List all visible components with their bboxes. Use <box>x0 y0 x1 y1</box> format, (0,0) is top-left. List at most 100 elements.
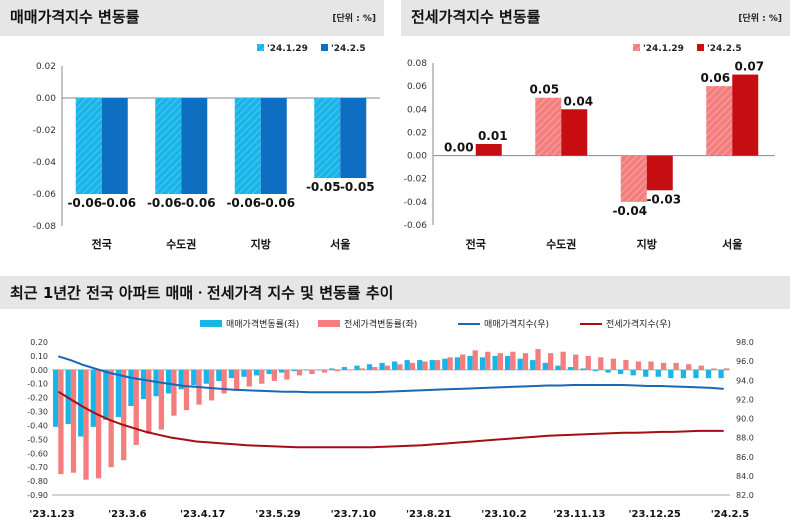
trend-jeonse-bar <box>259 369 265 384</box>
sale-legend-swatch <box>321 44 328 51</box>
trend-right-tick-label: 86.0 <box>736 453 754 462</box>
jeonse-y-tick-label: 0.04 <box>407 105 427 115</box>
trend-jeonse-bar <box>321 369 328 373</box>
trend-sale-bar <box>53 369 59 427</box>
trend-sale-bar <box>467 355 473 370</box>
trend-left-tick-label: -0.90 <box>27 491 48 500</box>
jeonse-y-tick-label: -0.02 <box>404 175 427 185</box>
trend-sale-bar <box>191 369 197 386</box>
trend-jeonse-bar <box>133 369 139 445</box>
sale-data-label: -0.06 <box>181 196 216 210</box>
jeonse-y-tick-label: -0.04 <box>404 198 428 208</box>
trend-jeonse-bar <box>648 361 654 370</box>
sale-data-label: -0.06 <box>260 196 295 210</box>
sale-y-tick-label: -0.08 <box>33 222 57 232</box>
trend-jeonse-bar <box>447 357 453 370</box>
trend-legend-label: 전세가격변동률(좌) <box>344 318 417 330</box>
trend-sale-bar <box>693 369 699 379</box>
trend-sale-bar <box>279 369 285 373</box>
trend-jeonse-bar <box>183 369 190 411</box>
jeonse-data-label: 0.06 <box>700 71 730 85</box>
trend-sale-bar <box>379 362 385 370</box>
trend-sale-bar <box>354 365 360 370</box>
trend-jeonse-bar <box>83 369 89 480</box>
jeonse-legend-swatch <box>697 44 704 51</box>
sale-y-tick-label: 0.02 <box>36 62 56 72</box>
trend-sale-bar <box>266 369 272 374</box>
trend-right-tick-label: 98.0 <box>736 338 754 347</box>
trend-jeonse-bar <box>723 368 729 370</box>
jeonse-legend-label: '24.1.29 <box>643 44 684 54</box>
trend-sale-bar <box>592 369 599 372</box>
sale-y-tick-label: -0.06 <box>33 190 57 200</box>
trend-sale-bar <box>605 369 611 373</box>
trend-jeonse-index-line <box>57 390 724 449</box>
trend-sale-bar <box>618 369 624 374</box>
jeonse-y-tick-label: -0.06 <box>404 221 428 231</box>
trend-left-tick-label: 0.20 <box>30 338 48 347</box>
trend-jeonse-bar <box>246 369 252 387</box>
trend-sale-bar <box>454 357 461 370</box>
sale-bar <box>101 98 128 194</box>
trend-jeonse-bar <box>610 358 616 370</box>
trend-jeonse-bar <box>58 369 64 475</box>
trend-sale-bar <box>140 369 147 400</box>
trend-jeonse-bar <box>70 369 77 473</box>
trend-sale-bar <box>505 355 511 370</box>
sale-category-label: 서울 <box>330 237 350 251</box>
trend-left-tick-label: 0.00 <box>30 366 48 375</box>
trend-sale-bar <box>166 369 172 394</box>
jeonse-category-label: 전국 <box>466 237 486 251</box>
trend-jeonse-bar <box>296 369 303 376</box>
sale-legend-label: '24.2.5 <box>331 44 366 54</box>
trend-jeonse-bar <box>698 365 704 370</box>
sale-data-label: -0.06 <box>67 196 102 210</box>
trend-sale-bar <box>316 369 322 371</box>
trend-sale-bar <box>115 369 122 418</box>
trend-jeonse-bar <box>121 369 127 461</box>
sale-bar <box>234 98 261 194</box>
trend-legend-swatch <box>200 320 222 327</box>
trend-right-tick-label: 96.0 <box>736 357 754 366</box>
trend-sale-bar <box>366 364 373 370</box>
trend-jeonse-bar <box>434 360 441 370</box>
jeonse-y-tick-label: 0.06 <box>407 82 427 92</box>
trend-jeonse-bar <box>397 364 403 370</box>
trend-jeonse-bar <box>208 369 215 401</box>
trend-jeonse-bar <box>234 369 240 391</box>
trend-x-tick-label: '23.11.13 <box>553 509 605 520</box>
trend-sale-bar <box>253 369 260 376</box>
trend-jeonse-bar <box>472 350 478 370</box>
trend-sale-bar <box>103 369 109 420</box>
trend-left-tick-label: -0.10 <box>27 380 48 389</box>
trend-sale-bar <box>90 369 96 427</box>
trend-jeonse-bar <box>384 365 390 370</box>
jeonse-y-tick-label: 0.00 <box>407 152 427 162</box>
trend-sale-bar <box>78 369 84 437</box>
trend-left-tick-label: -0.80 <box>27 477 48 486</box>
trend-legend-label: 매매가격변동률(좌) <box>226 318 299 330</box>
trend-sale-bar <box>705 369 712 379</box>
trend-jeonse-bar <box>623 360 629 370</box>
trend-sale-bar <box>643 369 649 377</box>
jeonse-bar <box>706 86 733 156</box>
sale-data-label: -0.06 <box>101 196 136 210</box>
trend-jeonse-bar <box>535 348 541 370</box>
trend-sale-bar <box>680 369 687 379</box>
trend-jeonse-bar <box>673 362 679 370</box>
trend-x-tick-label: '23.4.17 <box>180 509 225 520</box>
trend-sale-bar <box>530 360 536 370</box>
trend-sale-bar <box>153 369 159 397</box>
trend-jeonse-bar <box>409 362 416 370</box>
trend-jeonse-bar <box>171 369 177 416</box>
jeonse-data-label: 0.00 <box>444 141 474 155</box>
trend-sale-bar <box>203 369 209 384</box>
jeonse-data-label: 0.07 <box>734 60 764 74</box>
trend-sale-bar <box>178 369 184 390</box>
trend-right-tick-label: 92.0 <box>736 395 754 404</box>
trend-jeonse-bar <box>460 354 466 370</box>
trend-jeonse-bar <box>510 351 516 370</box>
jeonse-y-tick-label: 0.08 <box>407 59 427 69</box>
jeonse-bar <box>475 144 502 156</box>
trend-sale-bar <box>241 369 247 377</box>
